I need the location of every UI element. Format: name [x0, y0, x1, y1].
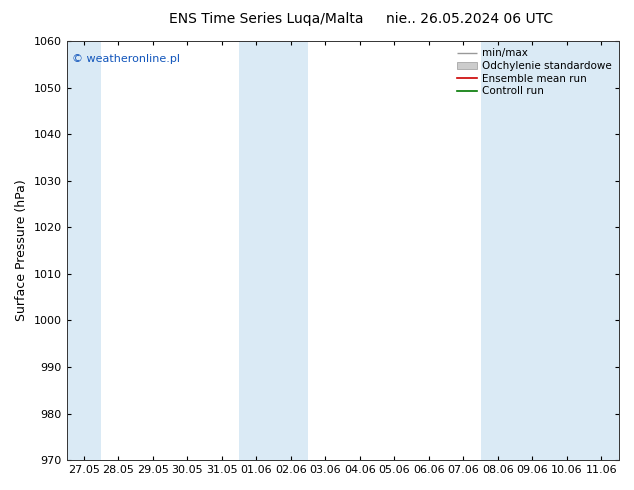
Bar: [239, 41, 308, 460]
Y-axis label: Surface Pressure (hPa): Surface Pressure (hPa): [15, 180, 28, 321]
Bar: [550, 41, 619, 460]
Bar: [67, 41, 101, 460]
Text: nie.. 26.05.2024 06 UTC: nie.. 26.05.2024 06 UTC: [385, 12, 553, 26]
Bar: [481, 41, 550, 460]
Text: © weatheronline.pl: © weatheronline.pl: [72, 53, 180, 64]
Text: ENS Time Series Luqa/Malta: ENS Time Series Luqa/Malta: [169, 12, 363, 26]
Legend: min/max, Odchylenie standardowe, Ensemble mean run, Controll run: min/max, Odchylenie standardowe, Ensembl…: [453, 45, 614, 99]
